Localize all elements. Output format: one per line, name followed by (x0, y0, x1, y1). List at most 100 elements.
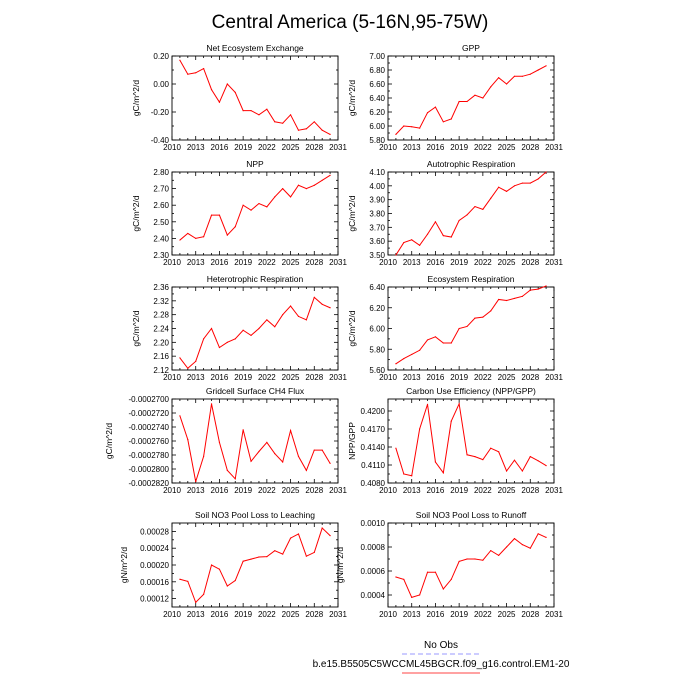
data-point (321, 179, 323, 181)
y-tick-label: 3.60 (369, 237, 385, 246)
data-point (411, 353, 413, 356)
data-point (403, 241, 405, 244)
data-point (537, 460, 539, 462)
data-point (513, 459, 516, 461)
x-tick-label: 2031 (545, 373, 563, 382)
plot-frame (171, 55, 339, 141)
x-tick-label: 2013 (403, 610, 421, 619)
x-tick-label: 2031 (329, 258, 347, 267)
y-tick-label: 0.00012 (140, 595, 169, 604)
data-point (274, 196, 276, 198)
x-tick-label: 2013 (187, 610, 205, 619)
y-tick-label: 3.90 (369, 196, 385, 205)
data-point (203, 68, 205, 70)
data-point (179, 357, 181, 359)
x-tick-label: 2013 (187, 143, 205, 152)
y-tick-label: 2.40 (153, 234, 169, 243)
data-point (258, 556, 260, 558)
data-point (419, 594, 421, 596)
data-point (234, 478, 236, 480)
x-tick-label: 2028 (305, 486, 323, 495)
data-point (545, 536, 547, 539)
y-tick-label: -0.0002780 (129, 451, 170, 460)
data-point (179, 59, 181, 61)
y-tick-label: 3.80 (369, 210, 385, 219)
y-tick-label: -0.0002800 (129, 465, 170, 474)
data-point (187, 73, 189, 75)
data-point (426, 571, 429, 573)
data-point (203, 455, 205, 457)
x-tick-label: 2028 (521, 258, 539, 267)
y-tick-label: 2.70 (153, 185, 169, 194)
x-tick-label: 2013 (403, 486, 421, 495)
x-tick-label: 2022 (258, 610, 276, 619)
data-point (529, 182, 531, 184)
data-point (411, 126, 413, 128)
x-tick-label: 2019 (450, 610, 468, 619)
data-point (329, 462, 331, 464)
x-tick-label: 2022 (474, 373, 492, 382)
y-tick-label: 0.0008 (361, 543, 386, 552)
data-point (545, 171, 547, 173)
legend-label-no-obs: No Obs (424, 640, 458, 651)
data-point (313, 121, 315, 123)
x-tick-label: 2025 (282, 258, 300, 267)
y-tick-label: 4.00 (369, 182, 385, 191)
x-tick-label: 2028 (305, 258, 323, 267)
data-point (442, 235, 444, 237)
data-point (450, 578, 452, 581)
y-tick-label: 3.50 (369, 251, 385, 260)
data-point (529, 289, 531, 291)
data-point (250, 209, 252, 211)
data-point (234, 338, 236, 340)
y-axis-label: NPP/GPP (347, 422, 357, 460)
y-tick-label: -0.40 (151, 136, 170, 145)
data-point (537, 69, 539, 71)
x-tick-label: 2019 (234, 143, 252, 152)
x-tick-label: 2025 (282, 373, 300, 382)
data-point (258, 450, 260, 453)
x-tick-label: 2025 (282, 486, 300, 495)
panel-title: Carbon Use Efficiency (NPP/GPP) (406, 386, 536, 396)
data-point (419, 244, 421, 246)
x-tick-label: 2031 (329, 610, 347, 619)
data-point (218, 101, 221, 103)
data-point (419, 349, 421, 351)
panel-title: Gridcell Surface CH4 Flux (206, 386, 305, 396)
y-tick-label: 6.40 (369, 94, 385, 103)
data-point (195, 237, 197, 239)
data-point (466, 100, 468, 103)
data-point (234, 579, 236, 582)
y-tick-label: 2.36 (153, 283, 169, 292)
x-tick-label: 2016 (211, 610, 229, 619)
data-point (482, 208, 484, 210)
y-tick-label: 6.00 (369, 122, 385, 131)
data-point (537, 178, 539, 180)
data-point (505, 83, 508, 85)
chart-panel-8: Carbon Use Efficiency (NPP/GPP) NPP/GPP 20… (347, 386, 563, 495)
data-point (505, 470, 508, 472)
x-tick-label: 2031 (329, 143, 347, 152)
x-tick-label: 2016 (427, 258, 445, 267)
data-point (482, 459, 484, 461)
data-point (450, 342, 452, 344)
data-point (403, 473, 405, 475)
data-point (242, 329, 244, 331)
x-tick-label: 2022 (258, 143, 276, 152)
y-tick-label: 2.16 (153, 352, 169, 361)
data-point (513, 538, 516, 540)
x-tick-label: 2010 (379, 610, 397, 619)
data-point (426, 403, 429, 405)
y-tick-label: -0.0002760 (129, 437, 170, 446)
data-point (282, 188, 284, 190)
data-point (474, 317, 476, 319)
panel-title: GPP (462, 43, 480, 53)
chart-panel-5: Heterotrophic Respiration gC/m^2/d 2010 201… (131, 274, 347, 382)
data-point (274, 326, 276, 328)
y-axis-label: gC/m^2/d (347, 310, 357, 346)
data-point (218, 441, 221, 443)
data-point (442, 342, 444, 344)
x-tick-label: 2016 (211, 143, 229, 152)
data-point (474, 558, 476, 560)
x-tick-label: 2025 (498, 373, 516, 382)
